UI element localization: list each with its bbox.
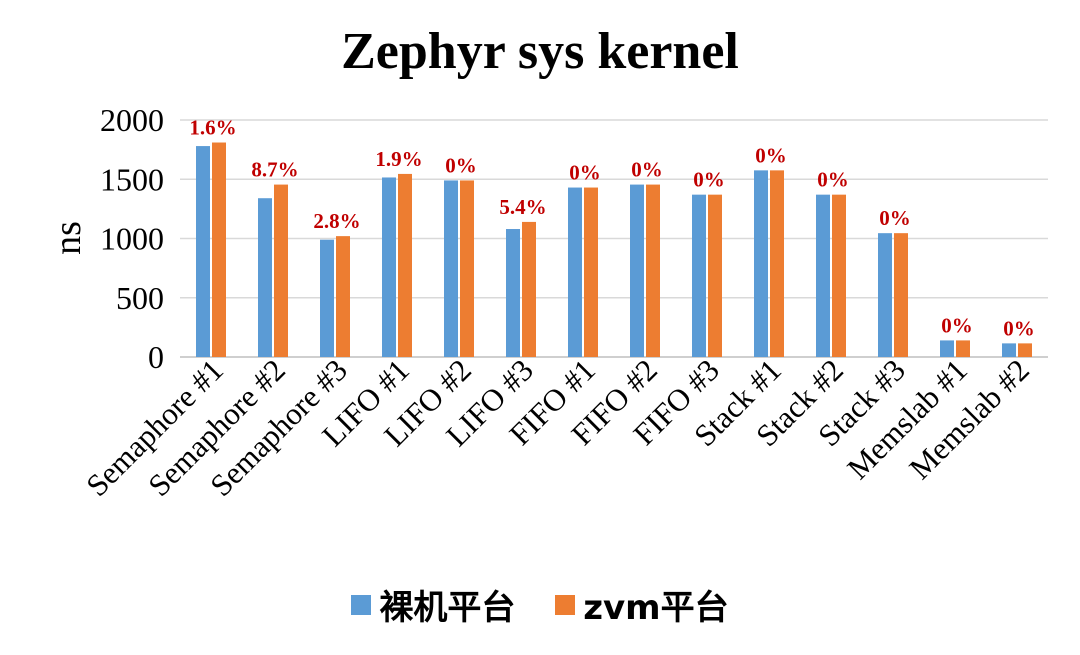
bar-zvm — [584, 187, 598, 357]
bar-bare-metal — [196, 146, 210, 357]
bar-zvm — [274, 184, 288, 357]
data-label: 5.4% — [499, 195, 546, 219]
data-label: 0% — [879, 206, 911, 230]
data-label: 8.7% — [251, 158, 298, 182]
data-label: 0% — [941, 313, 973, 337]
data-label: 0% — [755, 143, 787, 167]
bar-zvm — [1018, 343, 1032, 357]
bar-bare-metal — [878, 233, 892, 357]
legend-item-zvm: zvm平台 — [555, 580, 729, 629]
data-label: 0% — [569, 161, 601, 185]
data-label: 0% — [693, 168, 725, 192]
bar-bare-metal — [444, 180, 458, 357]
data-label: 0% — [631, 158, 663, 182]
bar-bare-metal — [1002, 343, 1016, 357]
bar-bare-metal — [754, 170, 768, 357]
legend-item-bare-metal: 裸机平台 — [351, 580, 515, 629]
data-label: 1.9% — [375, 147, 422, 171]
data-label: 0% — [1003, 316, 1035, 340]
chart-title: Zephyr sys kernel — [341, 23, 739, 80]
bar-zvm — [708, 194, 722, 357]
bar-zvm — [460, 180, 474, 357]
y-tick-label: 500 — [116, 280, 164, 316]
y-tick-label: 1000 — [100, 221, 164, 257]
legend-swatch-zvm — [555, 594, 576, 615]
legend-label-zvm: zvm平台 — [583, 588, 729, 628]
y-tick-label: 0 — [148, 339, 164, 375]
data-label: 2.8% — [313, 209, 360, 233]
bar-zvm — [770, 170, 784, 357]
bar-bare-metal — [940, 340, 954, 357]
data-label: 1.6% — [189, 116, 236, 140]
bar-bare-metal — [568, 187, 582, 357]
bar-zvm — [398, 173, 412, 357]
bar-bare-metal — [692, 194, 706, 357]
bar-zvm — [522, 221, 536, 357]
bar-bare-metal — [382, 177, 396, 357]
data-label: 0% — [445, 153, 477, 177]
legend: 裸机平台 zvm平台 — [0, 580, 1080, 629]
bar-zvm — [646, 184, 660, 357]
legend-label-bare-metal: 裸机平台 — [379, 588, 516, 628]
bar-zvm — [894, 233, 908, 357]
data-label: 0% — [817, 168, 849, 192]
bar-zvm — [956, 340, 970, 357]
y-tick-label: 2000 — [100, 102, 164, 138]
bar-bare-metal — [258, 198, 272, 357]
bar-zvm — [832, 194, 846, 357]
bar-bare-metal — [320, 239, 334, 357]
bar-zvm — [336, 236, 350, 357]
y-tick-label: 1500 — [100, 161, 164, 197]
legend-swatch-bare-metal — [351, 594, 372, 615]
bar-bare-metal — [506, 229, 520, 357]
bar-zvm — [212, 142, 226, 357]
bar-bare-metal — [816, 194, 830, 357]
y-axis-label: ns — [47, 221, 89, 255]
bar-bare-metal — [630, 184, 644, 357]
